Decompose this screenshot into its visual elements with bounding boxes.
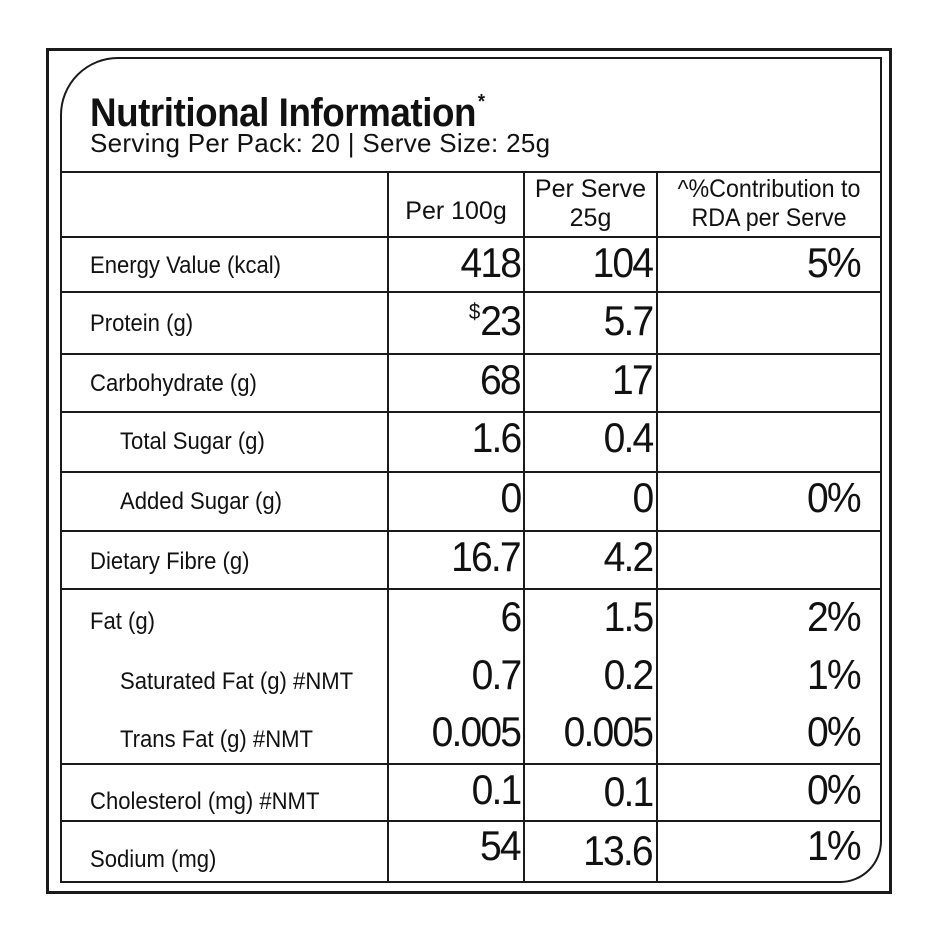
perserve-value: 0 [632, 474, 654, 521]
header-per-100g: Per 100g [405, 197, 507, 225]
nutrient-label: Carbohydrate (g) [90, 370, 257, 397]
per100-value: 68 [480, 356, 522, 403]
header-rda: ^%Contribution to [677, 175, 861, 203]
rda-value: 0% [807, 474, 862, 521]
row-rule [62, 411, 880, 413]
perserve-value: 0.2 [603, 651, 654, 698]
row-rule [62, 353, 880, 355]
title-text: Nutritional Information [90, 91, 477, 135]
per100-value: 418 [460, 239, 521, 286]
rda-value: 1% [807, 822, 862, 869]
nutrient-label: Cholesterol (mg) #NMT [90, 788, 320, 815]
per100-value: 1.6 [471, 414, 522, 461]
perserve-value: 1.5 [603, 593, 654, 640]
table-top-rule [62, 171, 880, 173]
row-rule [62, 291, 880, 293]
row-rule [62, 588, 880, 590]
nutrient-label: Saturated Fat (g) #NMT [120, 668, 354, 695]
perserve-value: 5.7 [603, 297, 654, 344]
title-block: Nutritional Information* [90, 80, 519, 135]
rda-value: 0% [807, 766, 862, 813]
per100-value: 0.1 [471, 766, 522, 813]
column-divider [656, 172, 658, 881]
row-rule [62, 530, 880, 532]
nutrient-label: Protein (g) [90, 310, 194, 337]
per100-value: $23 [468, 297, 522, 344]
perserve-value: 104 [592, 239, 653, 286]
per100-value: 6 [500, 593, 522, 640]
nutrient-label: Trans Fat (g) #NMT [120, 726, 314, 753]
per100-value: 0 [500, 474, 522, 521]
row-rule [62, 763, 880, 765]
row-rule [62, 820, 880, 822]
row-rule [62, 471, 880, 473]
header-per-serve: Per Serve [534, 175, 647, 203]
header-bottom-rule [62, 236, 880, 238]
per100-value: 16.7 [451, 533, 521, 580]
column-divider [387, 172, 389, 881]
perserve-value: 0.005 [563, 708, 654, 755]
perserve-value: 13.6 [583, 827, 653, 874]
perserve-value: 0.4 [603, 414, 654, 461]
rda-value: 0% [807, 708, 862, 755]
nutrient-label: Fat (g) [90, 608, 156, 635]
perserve-value: 17 [612, 356, 654, 403]
per100-value: 0.005 [431, 708, 522, 755]
nutrient-label: Energy Value (kcal) [90, 252, 282, 279]
rda-value: 1% [807, 651, 862, 698]
nutrient-label: Added Sugar (g) [120, 488, 283, 515]
label-inner-frame [60, 57, 882, 883]
rda-value: 2% [807, 593, 862, 640]
footnote-mark: $ [468, 299, 481, 324]
column-divider [523, 172, 525, 881]
header-per-serve-size: 25g [569, 204, 612, 232]
per100-value: 0.7 [471, 651, 522, 698]
header-rda-line2: RDA per Serve [691, 204, 847, 232]
per100-value: 54 [480, 822, 522, 869]
nutrient-label: Dietary Fibre (g) [90, 548, 250, 575]
page-title: Nutritional Information* [90, 80, 485, 135]
rda-value: 5% [807, 239, 862, 286]
nutrient-label: Sodium (mg) [90, 846, 217, 873]
perserve-value: 0.1 [603, 768, 654, 815]
title-asterisk: * [477, 91, 485, 113]
serving-info: Serving Per Pack: 20 | Serve Size: 25g [90, 128, 551, 158]
perserve-value: 4.2 [603, 533, 654, 580]
nutrient-label: Total Sugar (g) [120, 428, 265, 455]
